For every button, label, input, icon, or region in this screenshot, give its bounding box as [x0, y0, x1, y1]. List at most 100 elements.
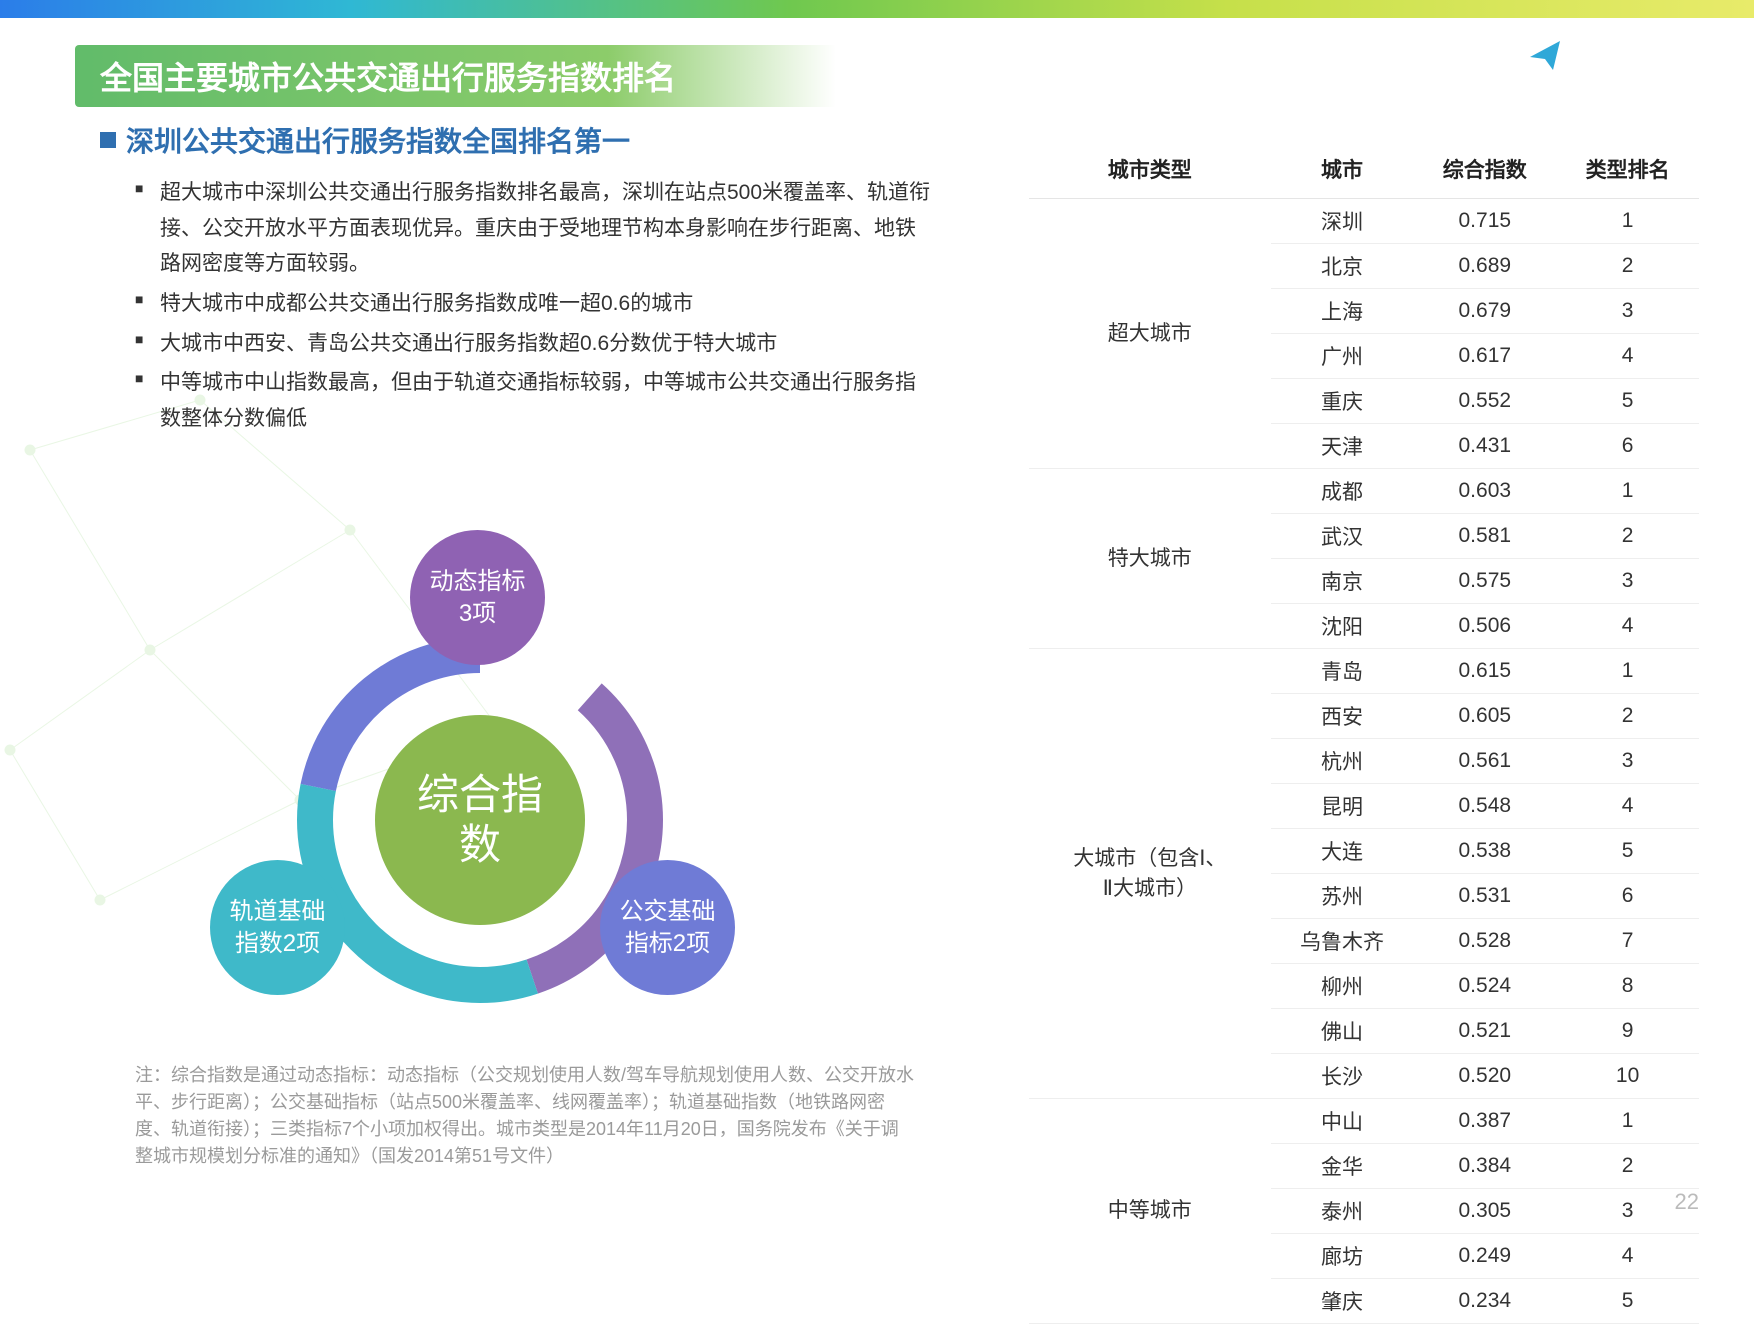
data-cell: 0.561 [1413, 739, 1556, 784]
data-cell: 0.384 [1413, 1144, 1556, 1189]
data-cell: 6 [1556, 424, 1699, 469]
subtitle: 深圳公共交通出行服务指数全国排名第一 [100, 120, 630, 160]
data-cell: 沈阳 [1271, 604, 1414, 649]
data-cell: 柳州 [1271, 964, 1414, 1009]
data-cell: 昆明 [1271, 784, 1414, 829]
data-cell: 4 [1556, 784, 1699, 829]
data-cell: 成都 [1271, 469, 1414, 514]
brand-logo: 高德地图 amap.com [1518, 28, 1694, 82]
square-bullet-icon [100, 132, 116, 148]
data-cell: 7 [1556, 919, 1699, 964]
category-cell: 特大城市 [1029, 469, 1271, 649]
data-cell: 0.521 [1413, 1009, 1556, 1054]
subtitle-text: 深圳公共交通出行服务指数全国排名第一 [126, 120, 630, 160]
data-cell: 佛山 [1271, 1009, 1414, 1054]
data-cell: 0.679 [1413, 289, 1556, 334]
data-cell: 青岛 [1271, 649, 1414, 694]
data-cell: 9 [1556, 1009, 1699, 1054]
data-cell: 2 [1556, 514, 1699, 559]
data-cell: 0.305 [1413, 1189, 1556, 1234]
data-cell: 中山 [1271, 1099, 1414, 1144]
data-cell: 西安 [1271, 694, 1414, 739]
data-cell: 0.531 [1413, 874, 1556, 919]
table-header: 类型排名 [1556, 140, 1699, 199]
bullet-item: 中等城市中山指数最高，但由于轨道交通指标较弱，中等城市公共交通出行服务指数整体分… [135, 365, 935, 436]
data-cell: 廊坊 [1271, 1234, 1414, 1279]
data-cell: 1 [1556, 469, 1699, 514]
data-cell: 南京 [1271, 559, 1414, 604]
logo-brand-text: 高德地图 [1582, 32, 1694, 63]
table-row: 超大城市深圳0.7151 [1029, 199, 1699, 244]
data-cell: 1 [1556, 649, 1699, 694]
data-cell: 广州 [1271, 334, 1414, 379]
table-row: 中等城市中山0.3871 [1029, 1099, 1699, 1144]
diagram-center: 综合指 数 [375, 715, 585, 925]
category-cell: 超大城市 [1029, 199, 1271, 469]
data-cell: 4 [1556, 604, 1699, 649]
data-cell: 0.617 [1413, 334, 1556, 379]
data-cell: 乌鲁木齐 [1271, 919, 1414, 964]
data-cell: 泰州 [1271, 1189, 1414, 1234]
data-cell: 3 [1556, 289, 1699, 334]
diagram-node: 动态指标 3项 [410, 530, 545, 665]
data-cell: 0.603 [1413, 469, 1556, 514]
category-cell: 中等城市 [1029, 1099, 1271, 1324]
logo-icon [1518, 28, 1572, 82]
data-cell: 大连 [1271, 829, 1414, 874]
data-cell: 天津 [1271, 424, 1414, 469]
data-cell: 0.249 [1413, 1234, 1556, 1279]
data-cell: 0.524 [1413, 964, 1556, 1009]
bullet-item: 特大城市中成都公共交通出行服务指数成唯一超0.6的城市 [135, 286, 935, 322]
ranking-table: 城市类型城市综合指数类型排名 超大城市深圳0.7151北京0.6892上海0.6… [1029, 140, 1699, 1324]
footnote: 注：综合指数是通过动态指标：动态指标（公交规划使用人数/驾车导航规划使用人数、公… [135, 1062, 915, 1170]
data-cell: 2 [1556, 244, 1699, 289]
data-cell: 4 [1556, 334, 1699, 379]
data-cell: 4 [1556, 1234, 1699, 1279]
data-cell: 0.520 [1413, 1054, 1556, 1099]
diagram-node: 轨道基础 指数2项 [210, 860, 345, 995]
data-cell: 重庆 [1271, 379, 1414, 424]
data-cell: 3 [1556, 559, 1699, 604]
diagram-center-label: 综合指 数 [417, 770, 543, 871]
page-title: 全国主要城市公共交通出行服务指数排名 [75, 45, 836, 107]
data-cell: 0.605 [1413, 694, 1556, 739]
data-cell: 0.548 [1413, 784, 1556, 829]
page-number: 22 [1675, 1189, 1699, 1215]
logo-sub-text: amap.com [1582, 62, 1694, 78]
data-cell: 6 [1556, 874, 1699, 919]
data-cell: 武汉 [1271, 514, 1414, 559]
data-cell: 肇庆 [1271, 1279, 1414, 1324]
data-cell: 5 [1556, 379, 1699, 424]
bullet-list: 超大城市中深圳公共交通出行服务指数排名最高，深圳在站点500米覆盖率、轨道衔接、… [135, 175, 935, 441]
data-cell: 金华 [1271, 1144, 1414, 1189]
data-cell: 0.552 [1413, 379, 1556, 424]
top-gradient-bar [0, 0, 1754, 18]
diagram-node: 公交基础 指标2项 [600, 860, 735, 995]
data-cell: 北京 [1271, 244, 1414, 289]
data-cell: 长沙 [1271, 1054, 1414, 1099]
data-cell: 杭州 [1271, 739, 1414, 784]
data-cell: 0.615 [1413, 649, 1556, 694]
data-cell: 2 [1556, 694, 1699, 739]
data-cell: 0.575 [1413, 559, 1556, 604]
category-cell: 大城市（包含Ⅰ、 Ⅱ大城市） [1029, 649, 1271, 1099]
data-cell: 8 [1556, 964, 1699, 1009]
table-header: 城市类型 [1029, 140, 1271, 199]
table-row: 特大城市成都0.6031 [1029, 469, 1699, 514]
data-cell: 10 [1556, 1054, 1699, 1099]
data-cell: 0.689 [1413, 244, 1556, 289]
data-cell: 苏州 [1271, 874, 1414, 919]
table-header: 城市 [1271, 140, 1414, 199]
data-cell: 5 [1556, 1279, 1699, 1324]
data-cell: 1 [1556, 199, 1699, 244]
data-cell: 上海 [1271, 289, 1414, 334]
data-cell: 0.538 [1413, 829, 1556, 874]
data-cell: 0.528 [1413, 919, 1556, 964]
data-cell: 2 [1556, 1144, 1699, 1189]
data-cell: 0.581 [1413, 514, 1556, 559]
data-cell: 深圳 [1271, 199, 1414, 244]
data-cell: 0.431 [1413, 424, 1556, 469]
cycle-diagram: 综合指 数 动态指标 3项轨道基础 指数2项公交基础 指标2项 [220, 560, 740, 1080]
data-cell: 3 [1556, 739, 1699, 784]
data-cell: 0.234 [1413, 1279, 1556, 1324]
